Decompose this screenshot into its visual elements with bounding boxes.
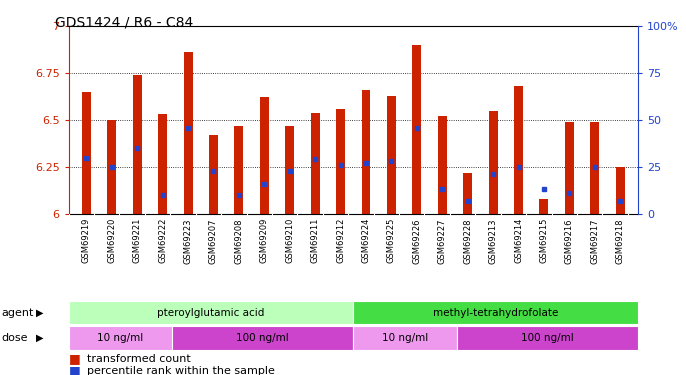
Text: 100 ng/ml: 100 ng/ml xyxy=(521,333,573,343)
Text: GDS1424 / R6 - C84: GDS1424 / R6 - C84 xyxy=(55,15,193,29)
Bar xyxy=(108,120,116,214)
Text: GSM69221: GSM69221 xyxy=(132,218,142,263)
Bar xyxy=(463,172,472,214)
Text: GSM69224: GSM69224 xyxy=(362,218,370,263)
Bar xyxy=(69,326,172,350)
Text: GSM69216: GSM69216 xyxy=(565,218,574,264)
Text: GSM69208: GSM69208 xyxy=(235,218,244,264)
Text: GSM69213: GSM69213 xyxy=(488,218,497,264)
Text: ■: ■ xyxy=(69,364,80,375)
Text: ▶: ▶ xyxy=(36,333,43,343)
Bar xyxy=(311,112,320,214)
Bar xyxy=(285,126,294,214)
Text: dose: dose xyxy=(1,333,28,343)
Bar xyxy=(82,92,91,214)
Bar xyxy=(184,53,193,214)
Text: GSM69225: GSM69225 xyxy=(387,218,396,263)
Bar xyxy=(209,135,218,214)
Text: GSM69220: GSM69220 xyxy=(107,218,117,263)
Bar xyxy=(353,326,457,350)
Bar xyxy=(412,45,421,214)
Text: transformed count: transformed count xyxy=(87,354,191,364)
Bar xyxy=(591,122,599,214)
Bar xyxy=(69,301,353,324)
Bar xyxy=(235,126,244,214)
Bar xyxy=(133,75,142,214)
Bar xyxy=(362,90,370,214)
Bar xyxy=(172,326,353,350)
Text: GSM69227: GSM69227 xyxy=(438,218,447,264)
Bar xyxy=(457,326,638,350)
Text: 10 ng/ml: 10 ng/ml xyxy=(382,333,428,343)
Text: GSM69217: GSM69217 xyxy=(590,218,600,264)
Text: agent: agent xyxy=(1,308,34,318)
Bar xyxy=(336,109,345,214)
Text: percentile rank within the sample: percentile rank within the sample xyxy=(87,366,275,375)
Text: GSM69215: GSM69215 xyxy=(539,218,548,263)
Text: GSM69214: GSM69214 xyxy=(514,218,523,263)
Text: GSM69207: GSM69207 xyxy=(209,218,218,264)
Text: GSM69222: GSM69222 xyxy=(158,218,167,263)
Text: GSM69223: GSM69223 xyxy=(184,218,193,264)
Text: pteroylglutamic acid: pteroylglutamic acid xyxy=(157,308,265,318)
Bar xyxy=(387,96,396,214)
Text: 100 ng/ml: 100 ng/ml xyxy=(237,333,289,343)
Text: GSM69211: GSM69211 xyxy=(311,218,320,263)
Text: GSM69226: GSM69226 xyxy=(412,218,421,264)
Bar xyxy=(616,167,625,214)
Text: ■: ■ xyxy=(69,352,80,365)
Bar xyxy=(565,122,573,214)
Bar xyxy=(438,116,447,214)
Text: ▶: ▶ xyxy=(36,308,43,318)
Text: GSM69228: GSM69228 xyxy=(463,218,472,264)
Text: GSM69219: GSM69219 xyxy=(82,218,91,263)
Text: GSM69210: GSM69210 xyxy=(285,218,294,263)
Bar xyxy=(539,199,548,214)
Bar xyxy=(353,301,638,324)
Text: methyl-tetrahydrofolate: methyl-tetrahydrofolate xyxy=(433,308,558,318)
Bar xyxy=(260,98,269,214)
Bar xyxy=(488,111,497,214)
Text: 10 ng/ml: 10 ng/ml xyxy=(97,333,143,343)
Bar xyxy=(514,86,523,214)
Text: GSM69209: GSM69209 xyxy=(260,218,269,263)
Text: GSM69212: GSM69212 xyxy=(336,218,345,263)
Bar xyxy=(158,114,167,214)
Text: GSM69218: GSM69218 xyxy=(616,218,625,264)
